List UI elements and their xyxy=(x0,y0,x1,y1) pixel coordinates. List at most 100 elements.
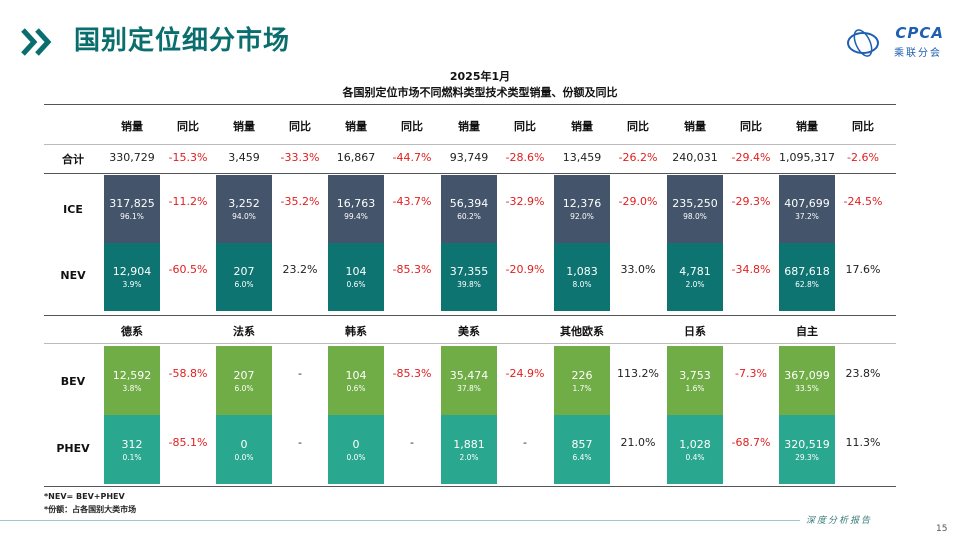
bev-yoy: -7.3% xyxy=(735,367,767,380)
header-yoy: 同比 xyxy=(740,120,762,133)
ice-yoy: -32.9% xyxy=(505,195,545,208)
ice-share: 37.2% xyxy=(795,212,819,221)
row-label-nev: NEV xyxy=(60,269,86,282)
ice-volume: 16,763 xyxy=(336,197,376,210)
bev-share: 33.5% xyxy=(795,384,819,393)
nev-share: 8.0% xyxy=(572,280,592,289)
bev-volume: 226 xyxy=(571,369,593,382)
chevron-right-icon xyxy=(21,28,52,56)
bev-share-block: 12,592 3.8% xyxy=(104,346,160,415)
nev-volume: 37,355 xyxy=(449,265,489,278)
ice-share-block: 12,376 92.0% xyxy=(554,175,610,243)
nev-yoy: 23.2% xyxy=(282,263,318,276)
nev-share-block: 1,083 8.0% xyxy=(554,243,610,311)
country-header-divider xyxy=(44,343,896,344)
ice-yoy: -43.7% xyxy=(392,195,432,208)
bev-volume: 35,474 xyxy=(449,369,489,382)
country-header: 自主 xyxy=(796,325,818,338)
total-volume: 16,867 xyxy=(336,151,376,164)
phev-share: 0.4% xyxy=(685,453,705,462)
row-label-bev: BEV xyxy=(60,375,86,388)
total-volume: 330,729 xyxy=(109,151,155,164)
nev-volume: 207 xyxy=(233,265,255,278)
ice-yoy: -11.2% xyxy=(168,195,208,208)
ice-share-block: 56,394 60.2% xyxy=(441,175,497,243)
ice-volume: 3,252 xyxy=(228,197,260,210)
header-yoy: 同比 xyxy=(852,120,874,133)
nev-share-block: 4,781 2.0% xyxy=(667,243,723,311)
table-title: 各国别定位市场不同燃料类型技术类型销量、份额及同比 xyxy=(342,86,618,99)
page-title: 国别定位细分市场 xyxy=(74,26,291,56)
country-header: 德系 xyxy=(121,325,143,338)
nev-volume: 4,781 xyxy=(679,265,711,278)
page-number: 15 xyxy=(936,524,948,534)
nev-share-block: 687,618 62.8% xyxy=(779,243,835,311)
country-header: 法系 xyxy=(233,325,255,338)
ice-share-block: 407,699 37.2% xyxy=(779,175,835,243)
total-volume: 1,095,317 xyxy=(779,151,835,164)
bev-yoy: -24.9% xyxy=(505,367,545,380)
total-volume: 13,459 xyxy=(562,151,602,164)
cpca-logo: CPCA 乘联分会 xyxy=(846,20,944,62)
total-yoy: -29.4% xyxy=(731,151,771,164)
bev-yoy: - xyxy=(298,367,302,380)
header-volume: 销量 xyxy=(233,120,255,133)
ice-yoy: -29.0% xyxy=(618,195,658,208)
nev-volume: 12,904 xyxy=(112,265,152,278)
bev-volume: 207 xyxy=(233,369,255,382)
bev-share-block: 207 6.0% xyxy=(216,346,272,415)
ice-share-block: 317,825 96.1% xyxy=(104,175,160,243)
nev-share: 62.8% xyxy=(795,280,819,289)
ice-share-block: 235,250 98.0% xyxy=(667,175,723,243)
bev-share: 1.7% xyxy=(572,384,592,393)
phev-share-block: 312 0.1% xyxy=(104,415,160,484)
phev-share: 6.4% xyxy=(572,453,592,462)
header-volume: 销量 xyxy=(684,120,706,133)
bev-share: 0.6% xyxy=(346,384,366,393)
row-label-total: 合计 xyxy=(62,153,84,166)
bev-yoy: -85.3% xyxy=(392,367,432,380)
bev-share-block: 367,099 33.5% xyxy=(779,346,835,415)
footnote-share: *份额：占各国别大类市场 xyxy=(44,505,137,514)
phev-yoy: -85.1% xyxy=(168,436,208,449)
row-label-phev: PHEV xyxy=(56,442,90,455)
bev-share-block: 104 0.6% xyxy=(328,346,384,415)
footer-line xyxy=(0,520,800,521)
ice-share: 99.4% xyxy=(344,212,368,221)
nev-volume: 104 xyxy=(345,265,367,278)
table-top-rule xyxy=(44,104,896,105)
phev-yoy: -68.7% xyxy=(731,436,771,449)
bev-yoy: 113.2% xyxy=(617,367,659,380)
ice-volume: 12,376 xyxy=(562,197,602,210)
logo-subtitle: 乘联分会 xyxy=(894,48,942,59)
phev-volume: 320,519 xyxy=(784,438,830,451)
ice-volume: 407,699 xyxy=(784,197,830,210)
phev-yoy: 21.0% xyxy=(620,436,656,449)
bev-share-block: 35,474 37.8% xyxy=(441,346,497,415)
bev-share: 6.0% xyxy=(234,384,254,393)
phev-share: 0.1% xyxy=(122,453,142,462)
bev-volume: 12,592 xyxy=(112,369,152,382)
phev-share-block: 1,028 0.4% xyxy=(667,415,723,484)
nev-share-block: 37,355 39.8% xyxy=(441,243,497,311)
phev-yoy: - xyxy=(410,436,414,449)
header-yoy: 同比 xyxy=(514,120,536,133)
ice-share: 92.0% xyxy=(570,212,594,221)
section-divider xyxy=(44,315,896,316)
nev-yoy: 17.6% xyxy=(845,263,881,276)
bev-volume: 3,753 xyxy=(679,369,711,382)
phev-volume: 1,028 xyxy=(679,438,711,451)
phev-volume: 0 xyxy=(352,438,360,451)
ice-share: 96.1% xyxy=(120,212,144,221)
logo-word: CPCA xyxy=(895,24,944,42)
header-volume: 销量 xyxy=(458,120,480,133)
ice-share-block: 16,763 99.4% xyxy=(328,175,384,243)
header-yoy: 同比 xyxy=(401,120,423,133)
nev-share-block: 104 0.6% xyxy=(328,243,384,311)
phev-volume: 312 xyxy=(121,438,143,451)
nev-yoy: -85.3% xyxy=(392,263,432,276)
phev-yoy: - xyxy=(523,436,527,449)
total-yoy: -44.7% xyxy=(392,151,432,164)
phev-share: 0.0% xyxy=(346,453,366,462)
bev-yoy: 23.8% xyxy=(845,367,881,380)
